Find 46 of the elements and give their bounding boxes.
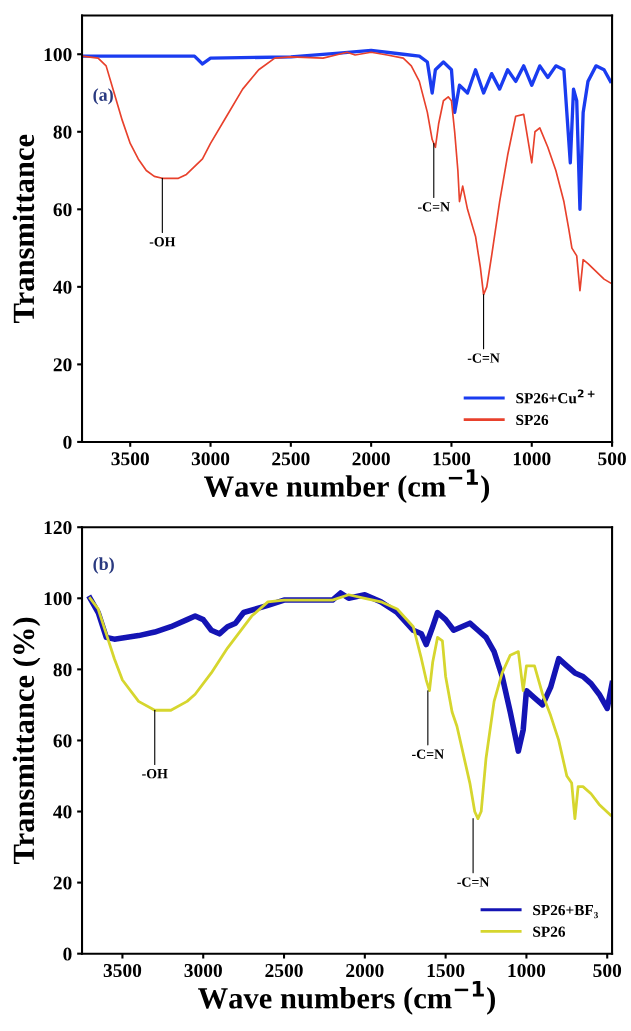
annotation: -C=N (417, 202, 450, 212)
x-tick-label: 3000 (191, 452, 230, 466)
x-tick-label: 500 (593, 963, 622, 978)
x-tick-label: 3500 (103, 963, 142, 978)
y-axis-title: Transmittance (%) (12, 617, 41, 865)
x-tick-label: 1000 (513, 452, 551, 466)
annotation: -OH (149, 237, 176, 247)
annotation: -C=N (467, 353, 500, 363)
line-series (82, 48, 613, 211)
y-tick-label: 0 (63, 947, 72, 961)
annotation: (b) (93, 557, 114, 574)
y-tick-label: 40 (53, 280, 72, 294)
y-tick-label: 20 (53, 358, 72, 372)
annotation: -OH (142, 769, 168, 779)
y-tick-label: 80 (53, 125, 72, 139)
x-tick-label: 1500 (433, 452, 471, 466)
x-tick-label: 1000 (508, 963, 546, 978)
y-tick-label: 100 (44, 48, 72, 62)
y-tick-label: 80 (53, 663, 72, 677)
x-tick-label: 2000 (346, 963, 384, 978)
line-series (88, 593, 612, 821)
y-tick-label: 60 (53, 734, 72, 748)
legend-label: SP26+Cu$^{2+}$ (516, 389, 595, 404)
annotation: -C=N (412, 749, 444, 759)
x-tick-label: 1500 (427, 963, 465, 978)
x-axis-title: Wave number (cm$^{−1}$) (204, 469, 490, 504)
x-tick-label: 2500 (265, 963, 303, 978)
x-axis-title: Wave numbers (cm$^{−1}$) (198, 981, 495, 1015)
y-tick-label: 40 (53, 805, 72, 819)
legend-label: SP26+BF₃ (533, 904, 598, 919)
legend-label: SP26 (533, 926, 566, 937)
x-tick-label: 2000 (352, 452, 390, 466)
annotation: (a) (93, 88, 113, 105)
x-tick-label: 2500 (272, 452, 310, 466)
x-tick-label: 3000 (184, 963, 222, 978)
legend-label: SP26 (516, 414, 549, 426)
y-tick-label: 120 (44, 521, 72, 535)
y-tick-label: 0 (63, 435, 72, 449)
y-tick-label: 100 (44, 592, 72, 606)
x-tick-label: 3500 (111, 452, 149, 466)
y-tick-label: 60 (53, 203, 72, 217)
line-series (82, 51, 612, 296)
y-axis-title: Transmittance (12, 134, 35, 323)
annotation: -C=N (457, 877, 490, 887)
x-tick-label: 500 (598, 452, 626, 466)
y-tick-label: 20 (53, 876, 72, 890)
